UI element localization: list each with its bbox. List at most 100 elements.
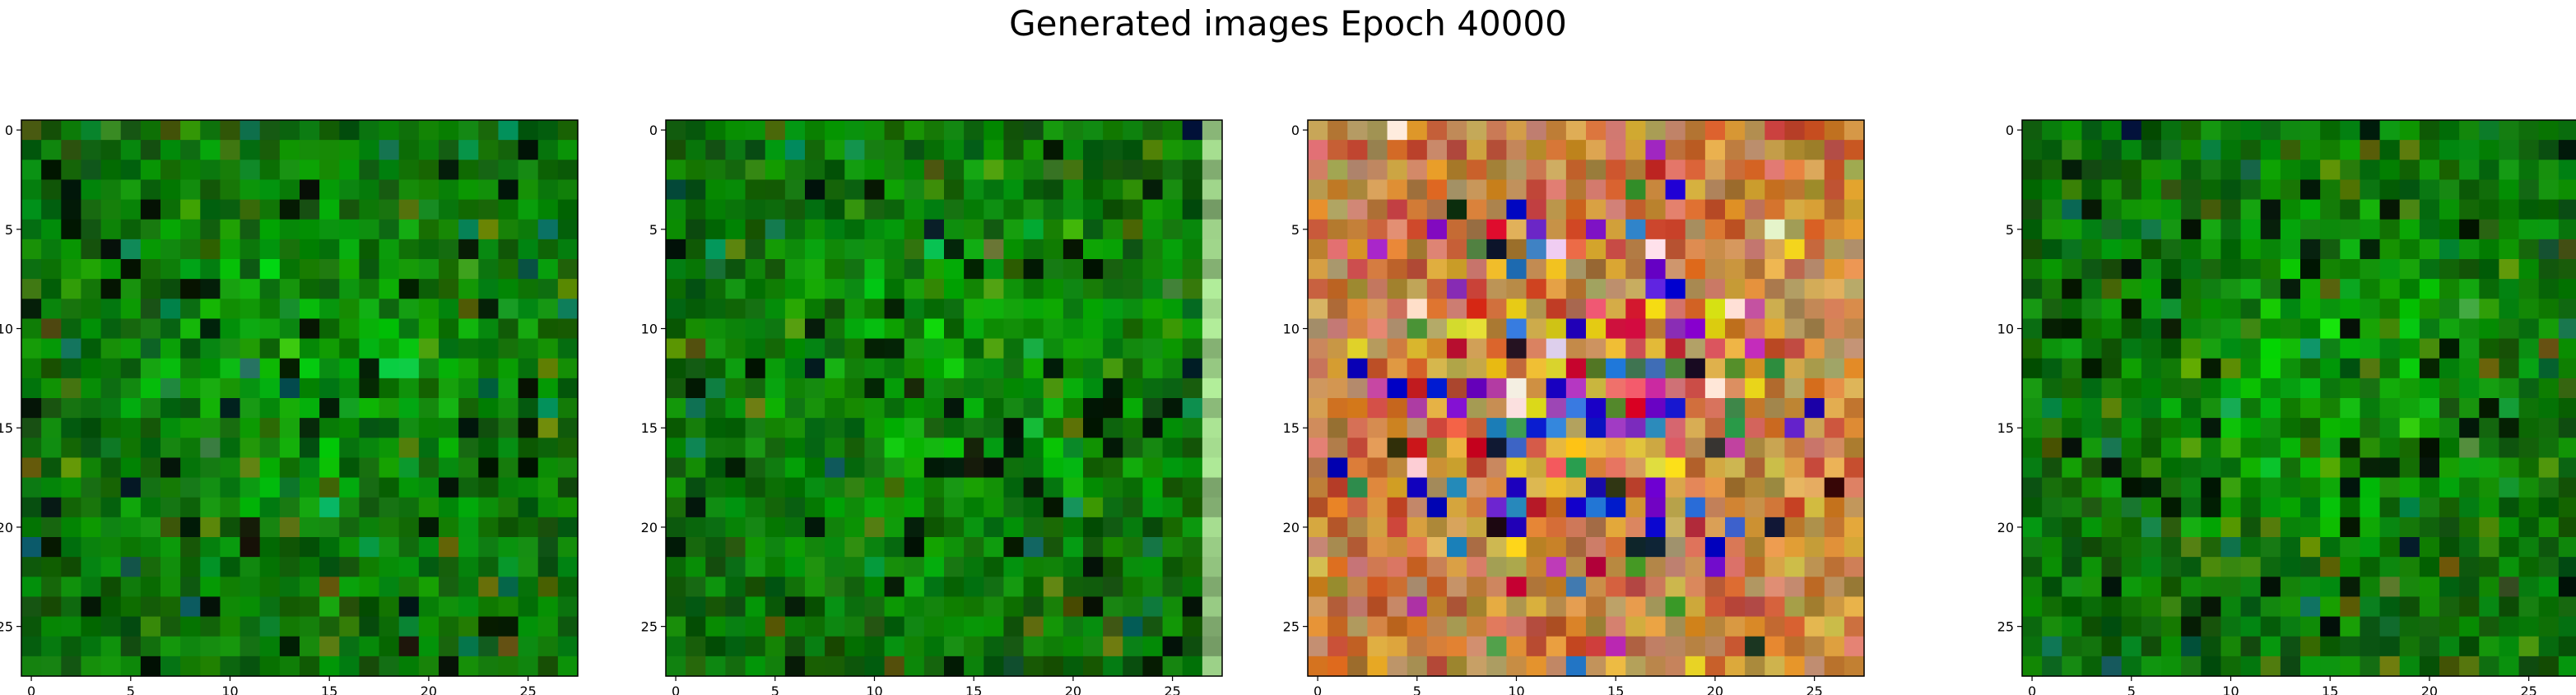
heatmap-cell [537,239,559,260]
heatmap-cell [1202,497,1223,518]
heatmap-cell [1123,656,1144,677]
heatmap-cell [379,160,400,181]
heatmap-cell [2340,557,2361,577]
heatmap-cell [2320,636,2341,657]
heatmap-cell [904,199,925,220]
heatmap-cell [2240,517,2262,538]
heatmap-cell [200,199,221,220]
heatmap-cell [2320,596,2341,618]
heatmap-cell [1844,557,1865,577]
heatmap-cell [2399,338,2420,359]
heatmap-cell [1347,596,1369,618]
heatmap-cell [2320,398,2341,419]
heatmap-cell [2499,517,2520,538]
heatmap-cell [359,418,380,438]
heatmap-cell [1103,438,1123,459]
heatmap-cell [923,477,945,498]
heatmap-cell [2558,418,2576,438]
heatmap-cell [2220,160,2242,181]
heatmap-cell [1606,537,1626,558]
heatmap-cell [81,517,102,538]
heatmap-cell [2399,616,2420,637]
heatmap-cell [2022,199,2043,220]
heatmap-cell [1142,656,1164,677]
heatmap-cell [2479,338,2500,359]
heatmap-cell [765,438,786,459]
heatmap-cell [1784,160,1806,181]
heatmap-cell [1328,636,1348,657]
heatmap-cell [418,537,439,558]
heatmap-cell [1625,199,1647,220]
heatmap-cell [904,179,925,201]
heatmap-cell [2538,457,2560,479]
heatmap-cell [537,219,559,240]
heatmap-cell [825,616,845,637]
heatmap-cell [220,616,241,637]
heatmap-cell [705,616,727,637]
heatmap-cell [2220,517,2242,538]
heatmap-cell [498,140,519,160]
heatmap-cell [923,199,945,220]
heatmap-cell [2121,358,2142,379]
heatmap-cell [1586,477,1607,498]
heatmap-cell [686,318,706,340]
heatmap-cell [1328,259,1348,280]
heatmap-cell [140,656,161,677]
heatmap-cell [2340,438,2361,459]
heatmap-cell [1486,557,1508,577]
heatmap-cell [200,398,221,419]
heatmap-cell [2399,497,2420,518]
heatmap-cell [666,577,686,598]
heatmap-cell [2479,656,2500,677]
heatmap-cell [1704,179,1726,201]
heatmap-cell [1665,318,1686,340]
heatmap-cell [686,398,706,419]
heatmap-cell [666,219,686,240]
heatmap-cell [1704,279,1726,299]
heatmap-cell [458,199,479,220]
heatmap-cell [478,636,500,657]
heatmap-cell [1565,239,1587,260]
heatmap-cell [1467,636,1487,657]
heatmap-cell [1043,438,1064,459]
heatmap-cell [1043,140,1064,160]
heatmap-cell [686,199,706,220]
heatmap-cell [1003,477,1025,498]
heatmap-cell [1665,517,1686,538]
heatmap-cell [160,398,181,419]
heatmap-cell [1426,378,1448,399]
heatmap-cell [765,299,786,320]
heatmap-cell [1467,318,1487,340]
heatmap-cell [1003,398,1025,419]
heatmap-cell [2300,537,2321,558]
heatmap-cell [2499,120,2520,141]
heatmap-cell [1182,199,1203,220]
heatmap-cell [81,120,102,141]
heatmap-cell [2439,577,2460,598]
heatmap-cell [1142,378,1164,399]
heatmap-cell [200,140,221,160]
heatmap-cell [2042,120,2062,141]
heatmap-cell [1367,378,1388,399]
heatmap-cell [1062,299,1084,320]
heatmap-cell [2042,557,2062,577]
heatmap-cell [1586,120,1607,141]
heatmap-cell [2220,338,2242,359]
heatmap-cell [2399,656,2420,677]
heatmap-cell [2340,497,2361,518]
heatmap-cell [904,438,925,459]
heatmap-cell [1565,299,1587,320]
heatmap-cell [239,497,261,518]
heatmap-cell [1043,358,1064,379]
heatmap-cell [1003,219,1025,240]
y-tick-label: 20 [0,520,13,535]
heatmap-cell [1645,557,1667,577]
heatmap-cell [537,616,559,637]
heatmap-cell [2479,259,2500,280]
heatmap-cell [1645,477,1667,498]
heatmap-cell [2101,318,2123,340]
heatmap-cell [2240,457,2262,479]
heatmap-cell [1426,537,1448,558]
heatmap-cell [1003,517,1025,538]
heatmap-cell [1804,378,1825,399]
